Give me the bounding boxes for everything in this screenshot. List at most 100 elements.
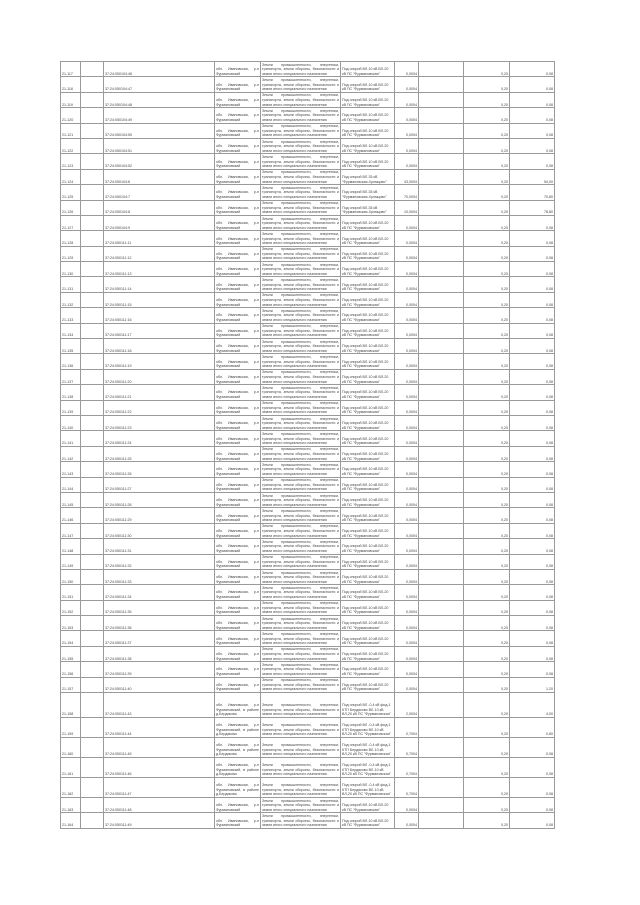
land-category-cell: Земли промышленности, энергетики, трансп… <box>260 692 341 719</box>
cadastral-number-cell: 37:24:050111:34 <box>103 584 215 601</box>
row-id-cell: 21-162 <box>60 777 81 799</box>
value-cell: 0,08 <box>509 661 555 678</box>
spacer-cell <box>80 153 104 170</box>
address-cell: обл. Ивановская, р-н Фурмановский <box>214 553 261 570</box>
row-id-cell: 21-123 <box>60 153 81 170</box>
address-cell: обл. Ивановская, р-н Фурмановский <box>214 399 261 416</box>
description-cell: Под опорой ВЛ-10 кВ ВЛ-20 кВ ПС "Фурмано… <box>340 553 395 570</box>
table-row: 21-161 37:24:050111:46 обл. Ивановская, р-… <box>60 757 555 779</box>
area-cell: 0,0004 <box>394 261 419 278</box>
value-cell: 0,08 <box>509 91 555 109</box>
description-cell: Под опорой ВЛ-10 кВ ВЛ-20 кВ ПС "Фурмано… <box>340 461 395 478</box>
value-cell: 0,08 <box>509 584 555 601</box>
land-category-cell: Земли промышленности, энергетики, трансп… <box>260 276 341 293</box>
spacer-cell <box>80 430 104 447</box>
row-id-cell: 21-140 <box>60 414 81 432</box>
area-cell: 0,0004 <box>394 91 419 109</box>
area-cell: 0,0004 <box>394 599 419 617</box>
value-cell: 0,08 <box>509 812 555 829</box>
description-cell: Под опорой ВЛ-10 кВ ВЛ-20 кВ ПС "Фурмано… <box>340 338 395 355</box>
description-cell: Под опорой ВЛ-10 кВ ВЛ-20 кВ ПС "Фурмано… <box>340 491 395 509</box>
description-cell: Под опорой ВЛ-10 кВ ВЛ-20 кВ ПС "Фурмано… <box>340 676 395 694</box>
spacer-cell <box>80 717 104 739</box>
spacer-cell <box>80 615 104 632</box>
rate-cell: 0,20 <box>463 737 510 759</box>
row-id-cell: 21-134 <box>60 322 81 340</box>
table-row: 21-119 37:24:050104:48 обл. Ивановская, р-… <box>60 91 555 109</box>
row-id-cell: 21-142 <box>60 445 81 463</box>
description-cell: Под опорой ВЛ-10 кВ ВЛ-20 кВ ПС "Фурмано… <box>340 599 395 617</box>
table-row: 21-129 37:24:050111:12 обл. Ивановская, р-… <box>60 245 555 263</box>
value-cell: 0,08 <box>509 276 555 293</box>
address-cell: обл. Ивановская, р-н Фурмановский <box>214 538 261 555</box>
cadastral-number-cell: 37:24:050111:26 <box>103 461 215 478</box>
area-cell: 0,0004 <box>394 368 419 386</box>
value-cell: 0,08 <box>509 261 555 278</box>
land-category-cell: Земли промышленности, энергетики, трансп… <box>260 168 341 186</box>
empty-cell-cell <box>418 107 464 124</box>
value-cell: 0,08 <box>509 491 555 509</box>
description-cell: Под опорой ВЛ-35 кВ "Фурмановская-Хромцо… <box>340 168 395 186</box>
rate-cell: 0,20 <box>463 507 510 524</box>
cadastral-number-cell: 37:24:050111:33 <box>103 568 215 586</box>
empty-cell-cell <box>418 168 464 186</box>
value-cell: 4,00 <box>509 692 555 719</box>
empty-cell-cell <box>418 461 464 478</box>
value-cell: 0,08 <box>509 384 555 401</box>
description-cell: Под опорой ВЛ-10 кВ ВЛ-20 кВ ПС "Фурмано… <box>340 507 395 524</box>
spacer-cell <box>80 599 104 617</box>
table-row: 21-150 37:24:050111:33 обл. Ивановская, р-… <box>60 568 555 586</box>
cadastral-number-cell: 37:24:050111:28 <box>103 491 215 509</box>
land-category-cell: Земли промышленности, энергетики, трансп… <box>260 522 341 540</box>
area-cell: 0,0004 <box>394 445 419 463</box>
land-category-cell: Земли промышленности, энергетики, трансп… <box>260 461 341 478</box>
area-cell: 0,0004 <box>394 661 419 678</box>
rate-cell: 0,20 <box>463 91 510 109</box>
row-id-cell: 21-164 <box>60 812 81 829</box>
rate-cell: 0,20 <box>463 276 510 293</box>
empty-cell-cell <box>418 291 464 309</box>
row-id-cell: 21-152 <box>60 599 81 617</box>
value-cell: 0,08 <box>509 630 555 647</box>
area-cell: 0,0004 <box>394 812 419 829</box>
address-cell: обл. Ивановская, р-н Фурмановский <box>214 107 261 124</box>
rate-cell: 0,20 <box>463 199 510 216</box>
area-cell: 0,0004 <box>394 76 419 93</box>
address-cell: обл. Ивановская, р-н Фурмановский <box>214 615 261 632</box>
empty-cell-cell <box>418 599 464 617</box>
description-cell: Под опорой ВЛ-10 кВ ВЛ-20 кВ ПС "Фурмано… <box>340 812 395 829</box>
spacer-cell <box>80 137 104 155</box>
rate-cell: 0,20 <box>463 491 510 509</box>
table-row: 21-124 37:24:050104:6 обл. Ивановская, р-н… <box>60 168 555 186</box>
cadastral-number-cell: 37:24:050111:29 <box>103 507 215 524</box>
spacer-cell <box>80 245 104 263</box>
area-cell: 0,0004 <box>394 122 419 139</box>
description-cell: Под опорой ВЛ-10 кВ ВЛ-20 кВ ПС "Фурмано… <box>340 60 395 78</box>
row-id-cell: 21-156 <box>60 661 81 678</box>
spacer-cell <box>80 522 104 540</box>
description-cell: Под опорой ВЛ-10 кВ ВЛ-20 кВ ПС "Фурмано… <box>340 568 395 586</box>
value-cell: 0,08 <box>509 645 555 663</box>
spacer-cell <box>80 122 104 139</box>
spacer-cell <box>80 507 104 524</box>
table-row: 21-128 37:24:050111:11 обл. Ивановская, р-… <box>60 230 555 247</box>
description-cell: Под опорой ВЛ-35 кВ "Фурмановская-Хромцо… <box>340 199 395 216</box>
value-cell: 0,08 <box>509 153 555 170</box>
table-row: 21-160 37:24:050111:45 обл. Ивановская, р-… <box>60 737 555 759</box>
empty-cell-cell <box>418 414 464 432</box>
rate-cell: 0,20 <box>463 584 510 601</box>
empty-cell-cell <box>418 430 464 447</box>
value-cell: 0,08 <box>509 507 555 524</box>
empty-cell-cell <box>418 615 464 632</box>
empty-cell-cell <box>418 261 464 278</box>
rate-cell: 0,20 <box>463 76 510 93</box>
empty-cell-cell <box>418 692 464 719</box>
table-row: 21-159 37:24:050111:44 обл. Ивановская, р-… <box>60 717 555 739</box>
row-id-cell: 21-124 <box>60 168 81 186</box>
row-id-cell: 21-143 <box>60 461 81 478</box>
spacer-cell <box>80 476 104 493</box>
cadastral-number-cell: 37:24:050111:32 <box>103 553 215 570</box>
description-cell: Под опорой ВЛ-10 кВ ВЛ-20 кВ ПС "Фурмано… <box>340 107 395 124</box>
description-cell: Под опорой ВЛ-10 кВ ВЛ-20 кВ ПС "Фурмано… <box>340 630 395 647</box>
cadastral-number-cell: 37:24:050111:16 <box>103 307 215 324</box>
